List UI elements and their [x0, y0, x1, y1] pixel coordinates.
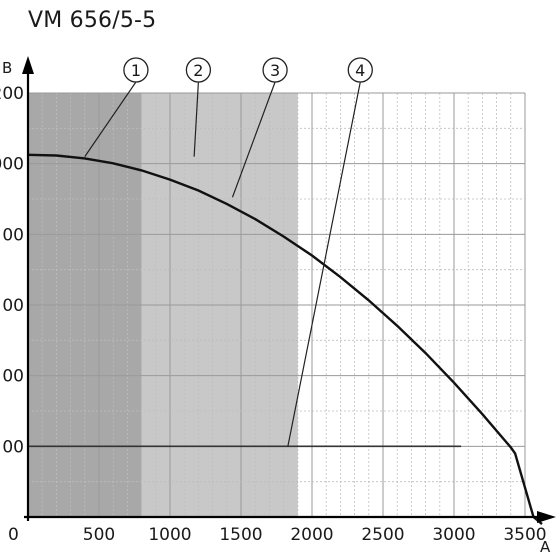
series-lines: [27, 153, 543, 526]
y-tick-label: 00: [2, 437, 24, 457]
callout-label-3: 3: [270, 61, 280, 80]
callout-leader-2: [193, 81, 199, 157]
x-tick-label: 500: [83, 525, 115, 545]
tick-labels: 0500100015002000250030003500000000000002…: [0, 84, 547, 545]
x-tick-label: 3500: [503, 525, 546, 545]
y-tick-label: 000: [0, 155, 24, 175]
x-tick-label: 2000: [290, 525, 333, 545]
x-axis-arrow: [537, 511, 556, 523]
y-tick-label: 00: [2, 225, 24, 245]
callout-label-1: 1: [131, 61, 141, 80]
axes: AB: [2, 56, 556, 556]
x-tick-label: 1500: [219, 525, 262, 545]
y-axis-arrow: [22, 56, 34, 74]
x-tick-label: 1000: [148, 525, 191, 545]
callout-circle-2: [185, 57, 212, 83]
y-axis-label: B: [2, 59, 12, 77]
y-tick-label: 00: [2, 296, 24, 316]
x-tick-label: 3000: [432, 525, 475, 545]
callout-circle-4: [347, 57, 373, 83]
callout-circle-1: [123, 57, 149, 83]
callout-label-2: 2: [193, 61, 203, 80]
callout-circle-3: [262, 57, 288, 83]
x-axis-label: A: [540, 538, 551, 556]
y-tick-label: 00: [2, 367, 24, 387]
callout-leader-3: [231, 81, 276, 198]
chart-title: VM 656/5-5: [28, 8, 157, 33]
y-tick-label: 200: [0, 84, 24, 104]
callout-leader-4: [287, 81, 361, 447]
callout-leader-1: [84, 81, 137, 157]
series-line-3: [27, 153, 543, 526]
callout-label-4: 4: [355, 61, 365, 80]
x-tick-label: 2500: [361, 525, 404, 545]
x-tick-label: 0: [8, 525, 19, 545]
callouts: 1 2 3 4: [84, 57, 373, 447]
